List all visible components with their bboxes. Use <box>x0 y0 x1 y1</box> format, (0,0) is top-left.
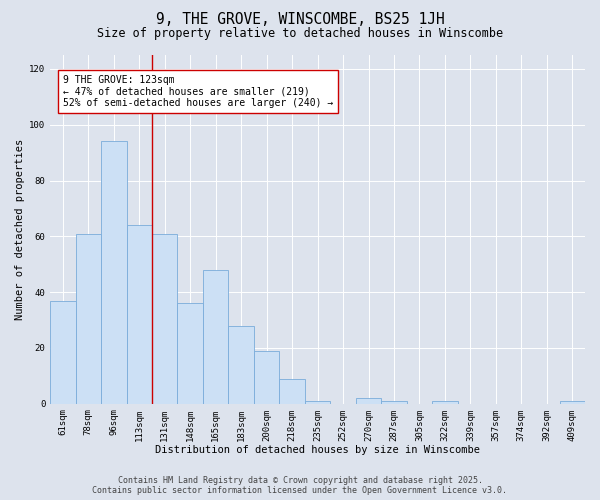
Text: Contains HM Land Registry data © Crown copyright and database right 2025.
Contai: Contains HM Land Registry data © Crown c… <box>92 476 508 495</box>
Bar <box>101 142 127 404</box>
Bar <box>356 398 381 404</box>
Bar <box>229 326 254 404</box>
Bar <box>127 225 152 404</box>
Bar <box>152 234 178 404</box>
Bar <box>50 300 76 404</box>
Text: Size of property relative to detached houses in Winscombe: Size of property relative to detached ho… <box>97 28 503 40</box>
Bar <box>432 401 458 404</box>
Bar <box>305 401 331 404</box>
Bar <box>178 304 203 404</box>
Bar <box>560 401 585 404</box>
Bar <box>280 378 305 404</box>
Bar <box>76 234 101 404</box>
Text: 9 THE GROVE: 123sqm
← 47% of detached houses are smaller (219)
52% of semi-detac: 9 THE GROVE: 123sqm ← 47% of detached ho… <box>63 74 333 108</box>
Bar <box>203 270 229 404</box>
Bar <box>381 401 407 404</box>
X-axis label: Distribution of detached houses by size in Winscombe: Distribution of detached houses by size … <box>155 445 480 455</box>
Bar <box>254 350 280 404</box>
Text: 9, THE GROVE, WINSCOMBE, BS25 1JH: 9, THE GROVE, WINSCOMBE, BS25 1JH <box>155 12 445 28</box>
Y-axis label: Number of detached properties: Number of detached properties <box>15 138 25 320</box>
